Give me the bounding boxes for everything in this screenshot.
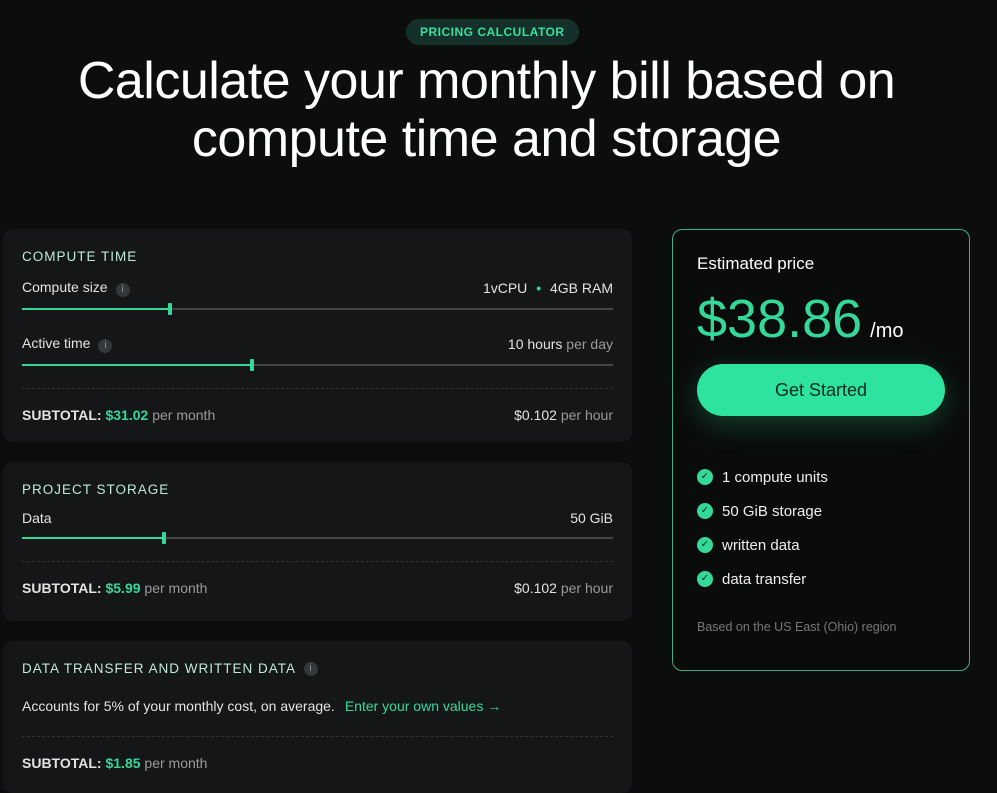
list-item: ✓ 1 compute units [697,460,945,494]
card-title: COMPUTE TIME [22,249,138,264]
check-icon: ✓ [697,503,713,519]
list-item: ✓ data transfer [697,562,945,596]
active-time-slider[interactable] [22,359,613,371]
slider-fill [22,364,253,366]
info-icon[interactable]: i [98,339,113,353]
compute-size-slider[interactable] [22,303,613,315]
slider-thumb[interactable] [161,532,166,544]
slider-fill [22,537,164,539]
estimate-title: Estimated price [697,254,815,273]
slider-fill [22,308,170,310]
card-title: DATA TRANSFER AND WRITTEN DATA [22,661,297,676]
card-title: PROJECT STORAGE [22,482,170,497]
list-item: ✓ 50 GiB storage [697,494,945,528]
check-icon: ✓ [697,571,713,587]
list-item: ✓ written data [697,528,945,562]
get-started-button[interactable]: Get Started [697,364,945,416]
check-icon: ✓ [697,537,713,553]
estimated-amount: $38.86 [697,289,863,349]
info-icon[interactable]: i [115,283,130,297]
feature-list: ✓ 1 compute units ✓ 50 GiB storage ✓ writte… [697,460,945,596]
project-storage-card: PROJECT STORAGE Data 50 GiB SUBTOTAL: $5.… [3,462,632,621]
compute-time-card: COMPUTE TIME Compute size i 1vCPU • 4GB R… [3,229,632,442]
data-transfer-card: DATA TRANSFER AND WRITTEN DATA i Accounts… [3,641,632,793]
info-icon[interactable]: i [304,661,319,676]
page-title: Calculate your monthly bill based on comp… [77,52,896,168]
estimated-price-panel: Estimated price $38.86 /mo Get Started ✓… [672,229,970,671]
slider-thumb[interactable] [250,359,255,371]
region-note: Based on the US East (Ohio) region [697,620,897,634]
storage-slider[interactable] [22,532,613,544]
check-icon: ✓ [697,469,713,485]
slider-thumb[interactable] [167,303,172,315]
pricing-calculator-badge: PRICING CALCULATOR [406,19,579,45]
enter-own-values-link[interactable]: Enter your own values → [344,698,502,714]
